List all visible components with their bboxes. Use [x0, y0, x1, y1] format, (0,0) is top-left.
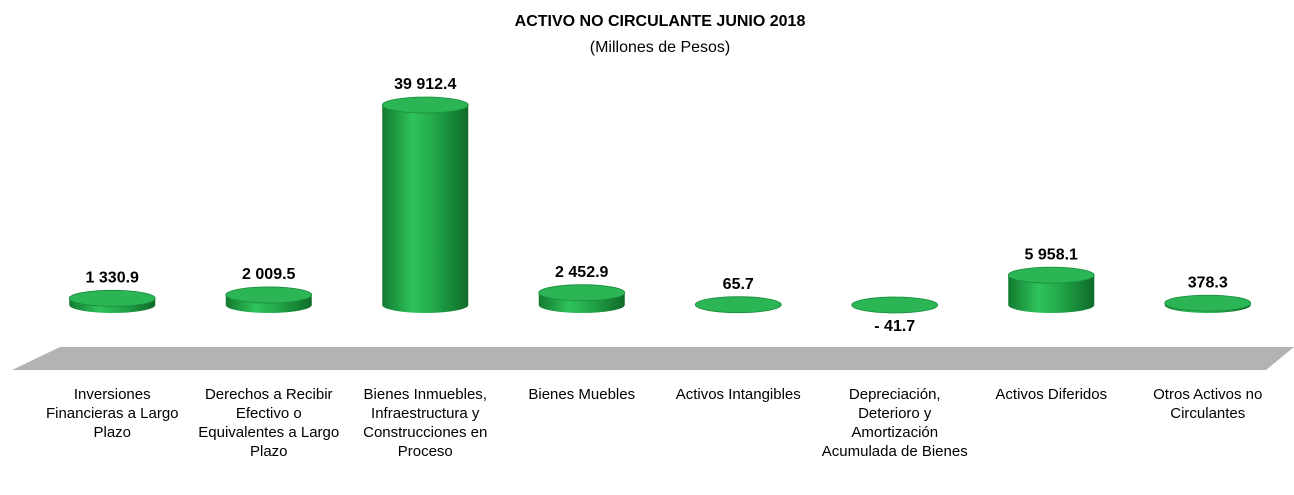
x-tick-label: Derechos a Recibir Efectivo o Equivalent… — [198, 386, 340, 460]
x-tick-label: Bienes Muebles — [528, 386, 636, 403]
cylinder-top — [851, 296, 939, 314]
value-label: - 41.7 — [874, 318, 915, 335]
x-tick-label: Bienes Inmuebles, Infraestructura y Cons… — [363, 386, 488, 460]
cylinder-top — [68, 289, 156, 307]
cylinder-body — [382, 105, 469, 313]
cylinder-top — [1164, 294, 1252, 312]
cylinder-top — [538, 284, 626, 302]
x-tick-label: Otros Activos no Circulantes — [1153, 386, 1263, 422]
cylinder-top — [694, 296, 782, 314]
value-label: 2 009.5 — [242, 266, 295, 283]
x-tick-label: Inversiones Financieras a Largo Plazo — [45, 386, 179, 441]
value-label: 5 958.1 — [1025, 246, 1078, 263]
floor — [12, 347, 1294, 370]
cylinder-top — [1007, 266, 1095, 284]
chart-title: ACTIVO NO CIRCULANTE JUNIO 2018 — [515, 13, 806, 30]
chart-subtitle: (Millones de Pesos) — [590, 39, 731, 56]
cylinder-body — [1008, 275, 1095, 313]
x-tick-label: Activos Intangibles — [675, 386, 801, 403]
x-tick-label: Depreciación, Deterioro y Amortización A… — [821, 386, 968, 460]
cylinder-top — [381, 96, 469, 114]
cylinder-top — [225, 286, 313, 304]
value-label: 1 330.9 — [86, 270, 139, 287]
value-label: 65.7 — [723, 276, 754, 293]
value-label: 378.3 — [1188, 274, 1228, 291]
x-tick-label: Activos Diferidos — [995, 386, 1108, 403]
value-label: 39 912.4 — [394, 76, 456, 93]
value-label: 2 452.9 — [555, 264, 608, 281]
